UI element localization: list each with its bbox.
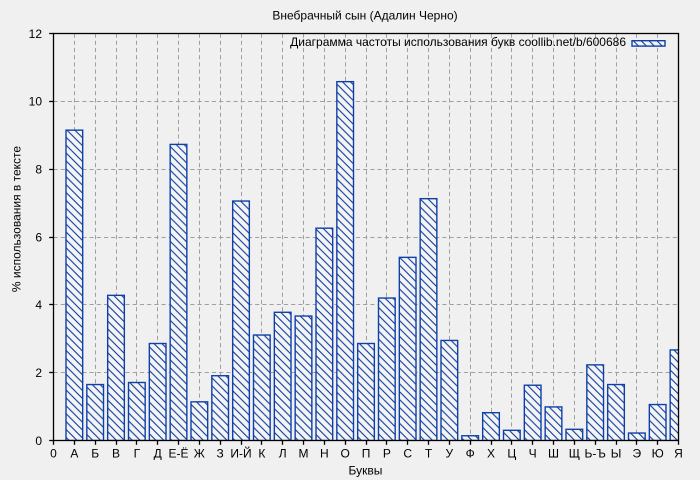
svg-text:% использования в тексте: % использования в тексте [10,146,24,292]
svg-text:Е-Ё: Е-Ё [168,447,188,461]
svg-text:Г: Г [134,447,141,461]
svg-text:Н: Н [320,447,329,461]
svg-text:12: 12 [29,27,43,41]
svg-text:Ф: Ф [466,447,475,461]
svg-text:Э: Э [633,447,642,461]
svg-text:Л: Л [279,447,287,461]
svg-text:Ь-Ъ: Ь-Ъ [584,447,605,461]
svg-text:З: З [217,447,224,461]
svg-text:Х: Х [487,447,495,461]
svg-text:Внебрачный сын (Адалин Черно): Внебрачный сын (Адалин Черно) [272,9,457,23]
svg-text:С: С [403,447,412,461]
svg-text:К: К [258,447,265,461]
svg-text:Д: Д [154,447,162,461]
svg-text:2: 2 [35,366,42,380]
svg-text:Диаграмма частоты использовани: Диаграмма частоты использования букв coo… [290,35,626,49]
svg-text:6: 6 [35,230,42,244]
svg-text:О: О [340,447,349,461]
svg-text:0: 0 [35,434,42,448]
svg-text:Ю: Ю [652,447,664,461]
svg-text:Ы: Ы [611,447,622,461]
svg-text:4: 4 [35,298,42,312]
svg-text:П: П [362,447,371,461]
svg-text:У: У [446,447,454,461]
svg-text:В: В [112,447,120,461]
svg-text:Б: Б [91,447,99,461]
svg-text:Буквы: Буквы [348,463,382,477]
svg-text:Ц: Ц [507,447,516,461]
svg-text:И-Й: И-Й [230,446,251,461]
svg-text:Т: Т [425,447,433,461]
svg-text:Ж: Ж [194,447,205,461]
svg-text:А: А [70,447,78,461]
svg-text:8: 8 [35,163,42,177]
svg-text:Щ: Щ [569,447,580,461]
svg-text:Я: Я [674,447,683,461]
svg-text:Ш: Ш [548,447,559,461]
svg-text:М: М [299,447,309,461]
svg-text:Ч: Ч [529,447,537,461]
svg-text:0: 0 [50,447,57,461]
svg-text:Р: Р [383,447,391,461]
svg-text:10: 10 [29,95,43,109]
